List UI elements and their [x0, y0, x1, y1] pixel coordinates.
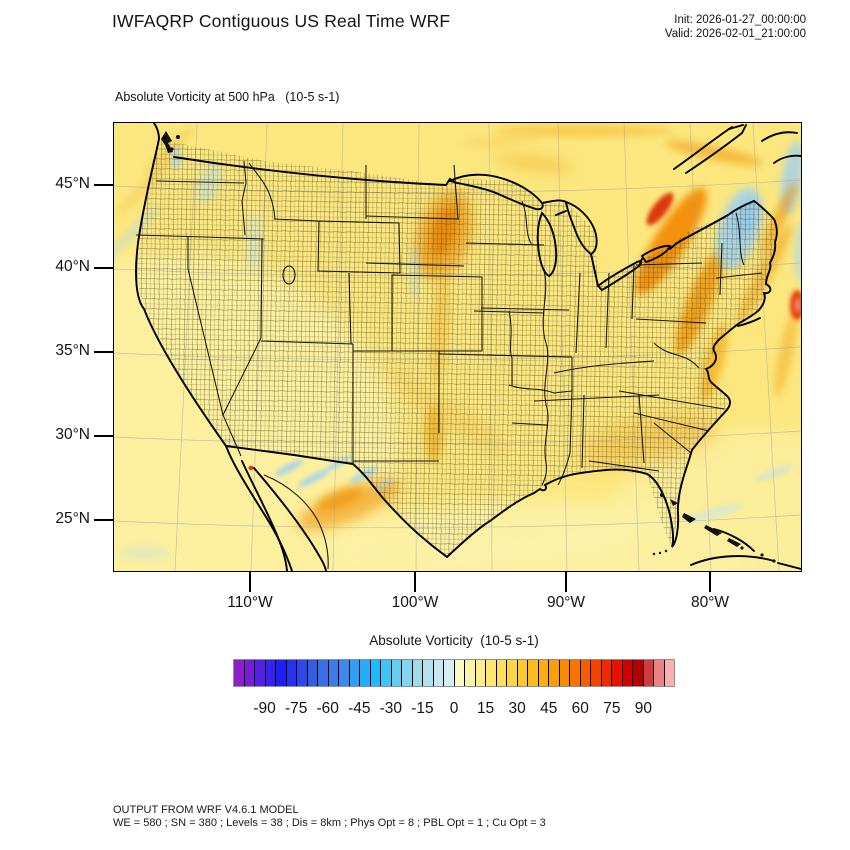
colorbar-cell	[570, 660, 581, 686]
colorbar-cell	[265, 660, 276, 686]
y-tick-label: 35°N	[55, 342, 90, 359]
colorbar-cell	[297, 660, 308, 686]
y-tick-label: 30°N	[55, 426, 90, 443]
y-tick-label: 40°N	[55, 258, 90, 275]
colorbar-cell	[423, 660, 434, 686]
colorbar-cell	[538, 660, 549, 686]
colorbar-tick-label: 30	[508, 700, 526, 717]
colorbar-cell	[381, 660, 392, 686]
colorbar-tick-label: -60	[316, 700, 339, 717]
model-source-line: OUTPUT FROM WRF V4.6.1 MODEL	[113, 804, 299, 816]
islands-and-sounds	[161, 131, 776, 563]
colorbar	[233, 659, 675, 687]
colorbar-cell	[528, 660, 539, 686]
state-boundaries	[135, 160, 763, 570]
colorbar-cell	[244, 660, 255, 686]
y-tick-mark	[94, 351, 113, 353]
colorbar-tick-label: -45	[348, 700, 371, 717]
colorbar-cell	[465, 660, 476, 686]
model-config-line: WE = 580 ; SN = 380 ; Levels = 38 ; Dis …	[113, 817, 546, 829]
colorbar-tick-label: 15	[476, 700, 495, 717]
colorbar-cell	[402, 660, 413, 686]
colorbar-cell	[433, 660, 444, 686]
colorbar-tick-label: -90	[253, 700, 276, 717]
colorbar-tick-label: 90	[634, 700, 653, 717]
x-tick-label: 100°W	[391, 594, 439, 611]
init-time: Init: 2026-01-27_00:00:00	[674, 14, 806, 26]
colorbar-tick-label: -30	[379, 700, 403, 717]
colorbar-cell	[454, 660, 465, 686]
colorbar-labels: -90 -75 -60 -45 -30 -15 0 15 30 45 60 75 90	[233, 700, 675, 720]
colorbar-cell	[349, 660, 360, 686]
colorbar-cell	[307, 660, 318, 686]
colorbar-cell	[612, 660, 623, 686]
y-tick-mark	[94, 435, 113, 437]
x-tick-label: 110°W	[227, 594, 273, 611]
y-tick-label: 25°N	[55, 510, 90, 527]
colorbar-tick-label: 0	[449, 700, 459, 717]
colorbar-cell	[328, 660, 339, 686]
colorbar-cell	[507, 660, 518, 686]
x-tick-label: 90°W	[546, 594, 586, 611]
model-times: Init: 2026-01-27_00:00:00 Valid: 2026-02…	[665, 13, 806, 41]
colorbar-cell	[318, 660, 329, 686]
colorbar-cell	[391, 660, 402, 686]
colorbar-cell	[370, 660, 381, 686]
valid-time: Valid: 2026-02-01_21:00:00	[664, 28, 806, 40]
colorbar-title: Absolute Vorticity (10-5 s-1)	[369, 633, 539, 648]
colorbar-cell	[664, 660, 674, 686]
colorbar-cell	[496, 660, 507, 686]
colorbar-cell	[276, 660, 287, 686]
y-tick-mark	[94, 519, 113, 521]
colorbar-cell	[234, 660, 245, 686]
colorbar-cell	[549, 660, 560, 686]
page-title: IWFAQRP Contiguous US Real Time WRF	[112, 11, 451, 31]
colorbar-cell	[654, 660, 665, 686]
colorbar-cell	[643, 660, 654, 686]
colorbar-cell	[559, 660, 570, 686]
colorbar-cell	[622, 660, 633, 686]
x-tick-mark	[709, 572, 711, 592]
colorbar-cell	[255, 660, 266, 686]
colorbar-cell	[580, 660, 591, 686]
y-tick-label: 45°N	[55, 175, 90, 192]
map-frame	[113, 122, 802, 572]
colorbar-tick-label: 60	[571, 700, 589, 717]
x-tick-label: 80°W	[690, 594, 730, 611]
y-tick-mark	[94, 184, 113, 186]
colorbar-cell	[339, 660, 350, 686]
colorbar-cell	[444, 660, 455, 686]
colorbar-cell	[517, 660, 528, 686]
colorbar-cell	[475, 660, 486, 686]
coastlines	[135, 123, 801, 571]
colorbar-cell	[486, 660, 497, 686]
y-tick-mark	[94, 267, 113, 269]
colorbar-cell	[412, 660, 423, 686]
x-tick-mark	[414, 572, 416, 592]
map-canvas	[114, 123, 801, 571]
colorbar-cell	[286, 660, 297, 686]
colorbar-tick-label: 75	[603, 700, 621, 717]
colorbar-tick-label: 45	[540, 700, 558, 717]
x-tick-mark	[565, 572, 567, 592]
colorbar-tick-label: -15	[411, 700, 434, 717]
colorbar-cell	[633, 660, 644, 686]
field-subtitle: Absolute Vorticity at 500 hPa (10-5 s-1)	[115, 90, 340, 104]
colorbar-cell	[360, 660, 371, 686]
colorbar-tick-label: -75	[284, 700, 308, 717]
colorbar-cell	[591, 660, 602, 686]
colorbar-cell	[601, 660, 612, 686]
x-tick-mark	[249, 572, 251, 592]
